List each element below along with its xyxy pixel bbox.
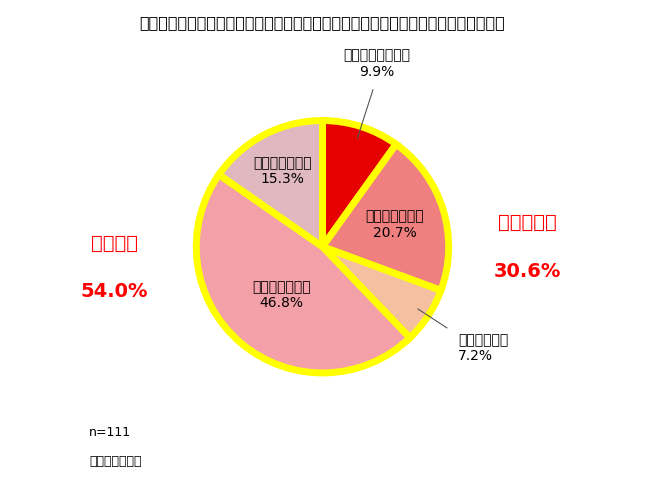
Text: n=111: n=111 xyxy=(89,426,131,439)
Text: 30.6%: 30.6% xyxy=(493,262,561,281)
Wedge shape xyxy=(322,121,396,247)
Text: 大変だった: 大変だった xyxy=(497,212,556,232)
Text: 「ある」と答えた方にお聞きします。学童保育探しは大変でしたか。　（単一回答）: 「ある」と答えた方にお聞きします。学童保育探しは大変でしたか。 （単一回答） xyxy=(139,15,506,30)
Text: 楽だった: 楽だった xyxy=(91,234,138,253)
Text: 少し大変だった
20.7%: 少し大変だった 20.7% xyxy=(366,209,424,240)
Wedge shape xyxy=(219,121,322,247)
Text: 54.0%: 54.0% xyxy=(81,282,148,301)
Text: どちらでもない
15.3%: どちらでもない 15.3% xyxy=(253,156,312,186)
Wedge shape xyxy=(322,144,449,290)
Text: とても楽だった
46.8%: とても楽だった 46.8% xyxy=(252,280,311,310)
Text: （回答者のみ）: （回答者のみ） xyxy=(89,455,141,468)
Text: とても大変だった
9.9%: とても大変だった 9.9% xyxy=(343,48,410,79)
Text: 少し楽だった
7.2%: 少し楽だった 7.2% xyxy=(458,333,508,363)
Wedge shape xyxy=(196,174,410,373)
Wedge shape xyxy=(322,247,441,338)
